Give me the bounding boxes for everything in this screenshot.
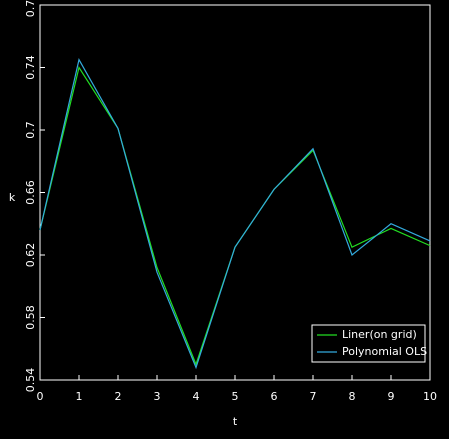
plot-frame bbox=[39, 4, 431, 381]
y-tick-label: 0.78 bbox=[24, 0, 37, 17]
y-tick-label: 0.62 bbox=[24, 243, 37, 268]
x-tick-label: 7 bbox=[310, 390, 317, 403]
legend-label: Liner(on grid) bbox=[342, 328, 417, 341]
y-axis-label: k bbox=[9, 191, 16, 204]
y-tick-label: 0.74 bbox=[24, 55, 37, 80]
x-tick-label: 2 bbox=[115, 390, 122, 403]
legend-label: Polynomial OLS bbox=[342, 345, 427, 358]
legend-box bbox=[311, 324, 426, 363]
y-tick-label: 0.66 bbox=[24, 180, 37, 205]
x-tick-label: 4 bbox=[193, 390, 200, 403]
x-tick-label: 9 bbox=[388, 390, 395, 403]
x-tick-label: 8 bbox=[349, 390, 356, 403]
x-tick-label: 10 bbox=[423, 390, 437, 403]
y-tick-label: 0.54 bbox=[24, 368, 37, 393]
x-tick-label: 3 bbox=[154, 390, 161, 403]
x-axis-label: t bbox=[233, 415, 238, 428]
x-tick-label: 0 bbox=[37, 390, 44, 403]
x-tick-label: 1 bbox=[76, 390, 83, 403]
x-tick-label: 6 bbox=[271, 390, 278, 403]
series-line bbox=[39, 65, 431, 367]
y-tick-label: 0.7 bbox=[24, 121, 37, 139]
x-tick-label: 5 bbox=[232, 390, 239, 403]
series-line bbox=[39, 58, 431, 370]
y-tick-label: 0.58 bbox=[24, 305, 37, 330]
